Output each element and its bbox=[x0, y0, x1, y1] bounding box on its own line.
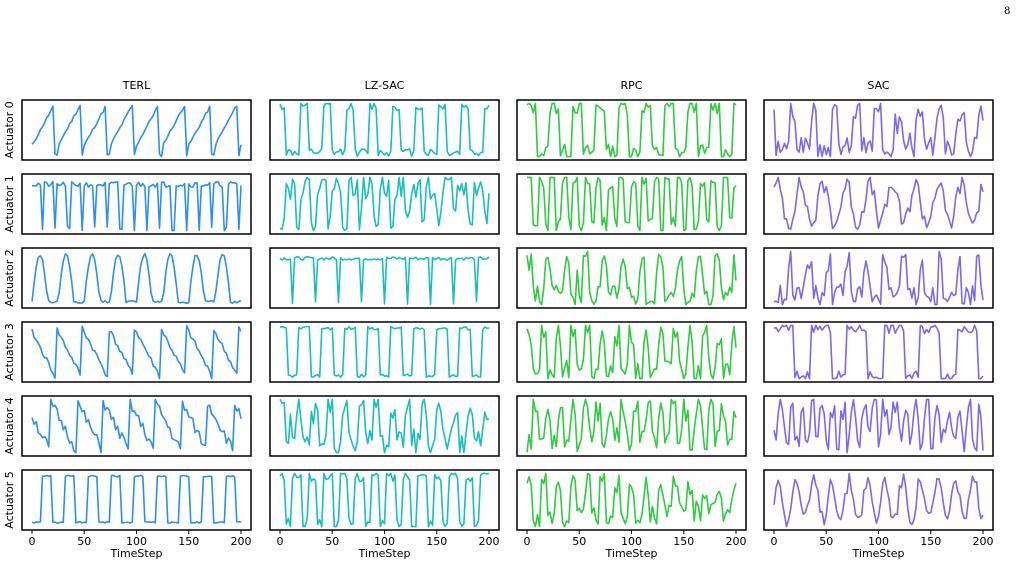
x-tick-label: 200 bbox=[726, 535, 747, 548]
row-label: Actuator 4 bbox=[3, 397, 16, 454]
panel-frame bbox=[516, 247, 747, 309]
panel-frame bbox=[763, 99, 994, 161]
x-tick-label: 0 bbox=[29, 535, 36, 548]
series-line bbox=[279, 176, 490, 232]
series-line bbox=[526, 472, 737, 528]
x-tick-label: 100 bbox=[374, 535, 395, 548]
x-tick-label: 0 bbox=[277, 535, 284, 548]
series-line bbox=[279, 255, 490, 305]
column-title: RPC bbox=[621, 79, 643, 92]
panel-frame bbox=[269, 99, 500, 161]
x-tick-label: 100 bbox=[868, 535, 889, 548]
x-tick-label: 0 bbox=[524, 535, 531, 548]
panel-frame bbox=[21, 321, 252, 383]
page-number: 8 bbox=[1004, 6, 1011, 17]
x-tick-label: 50 bbox=[77, 535, 91, 548]
x-tick-label: 150 bbox=[673, 535, 694, 548]
x-tick-label: 200 bbox=[973, 535, 994, 548]
series-line bbox=[526, 324, 737, 380]
panel-frame bbox=[269, 395, 500, 457]
panel-frame bbox=[269, 321, 500, 383]
series-line bbox=[773, 398, 984, 454]
row-label: Actuator 2 bbox=[3, 249, 16, 306]
x-tick-label: 200 bbox=[231, 535, 252, 548]
series-line bbox=[526, 398, 737, 453]
x-tick-label: 50 bbox=[819, 535, 833, 548]
panel-frame bbox=[763, 395, 994, 457]
row-label: Actuator 1 bbox=[3, 175, 16, 232]
panel-frame bbox=[21, 99, 252, 161]
series-line bbox=[773, 250, 984, 306]
panel-frame bbox=[21, 247, 252, 309]
panel-frame bbox=[21, 395, 252, 457]
column-title: TERL bbox=[122, 79, 151, 92]
panel-frame bbox=[269, 247, 500, 309]
panel-frame bbox=[269, 173, 500, 235]
x-tick-label: 100 bbox=[621, 535, 642, 548]
series-line bbox=[31, 252, 242, 304]
panel-frame bbox=[21, 173, 252, 235]
series-line bbox=[773, 472, 984, 528]
x-axis-label: TimeStep bbox=[605, 547, 658, 560]
series-line bbox=[279, 472, 490, 528]
x-axis-label: TimeStep bbox=[110, 547, 163, 560]
panel-frame bbox=[763, 173, 994, 235]
x-tick-label: 100 bbox=[126, 535, 147, 548]
series-line bbox=[527, 176, 737, 232]
series-line bbox=[31, 474, 242, 524]
row-label: Actuator 3 bbox=[3, 323, 16, 380]
x-tick-label: 150 bbox=[178, 535, 199, 548]
x-tick-label: 50 bbox=[325, 535, 339, 548]
series-line bbox=[773, 324, 984, 380]
x-tick-label: 150 bbox=[920, 535, 941, 548]
panel-frame bbox=[763, 247, 994, 309]
series-line bbox=[773, 176, 984, 230]
row-label: Actuator 0 bbox=[3, 101, 16, 158]
x-tick-label: 150 bbox=[426, 535, 447, 548]
series-line bbox=[279, 325, 490, 379]
panel-frame bbox=[763, 321, 994, 383]
series-line bbox=[279, 398, 490, 454]
x-axis-label: TimeStep bbox=[358, 547, 411, 560]
series-line bbox=[279, 102, 490, 158]
series-line bbox=[31, 104, 242, 158]
x-tick-label: 50 bbox=[572, 535, 586, 548]
series-line bbox=[31, 324, 242, 380]
series-line bbox=[31, 398, 242, 454]
panel-frame bbox=[516, 321, 747, 383]
x-axis-label: TimeStep bbox=[852, 547, 905, 560]
panel-frame bbox=[21, 469, 252, 531]
panel-frame bbox=[763, 469, 994, 531]
column-title: LZ-SAC bbox=[365, 79, 405, 92]
series-line bbox=[773, 102, 984, 158]
column-title: SAC bbox=[867, 79, 890, 92]
row-label: Actuator 5 bbox=[3, 471, 16, 528]
panel-frame bbox=[516, 395, 747, 457]
series-line bbox=[526, 250, 737, 306]
x-tick-label: 200 bbox=[479, 535, 500, 548]
panel-frame bbox=[516, 173, 747, 235]
series-line bbox=[31, 180, 242, 232]
series-line bbox=[526, 102, 737, 158]
x-tick-label: 0 bbox=[771, 535, 778, 548]
panel-frame bbox=[516, 99, 747, 161]
